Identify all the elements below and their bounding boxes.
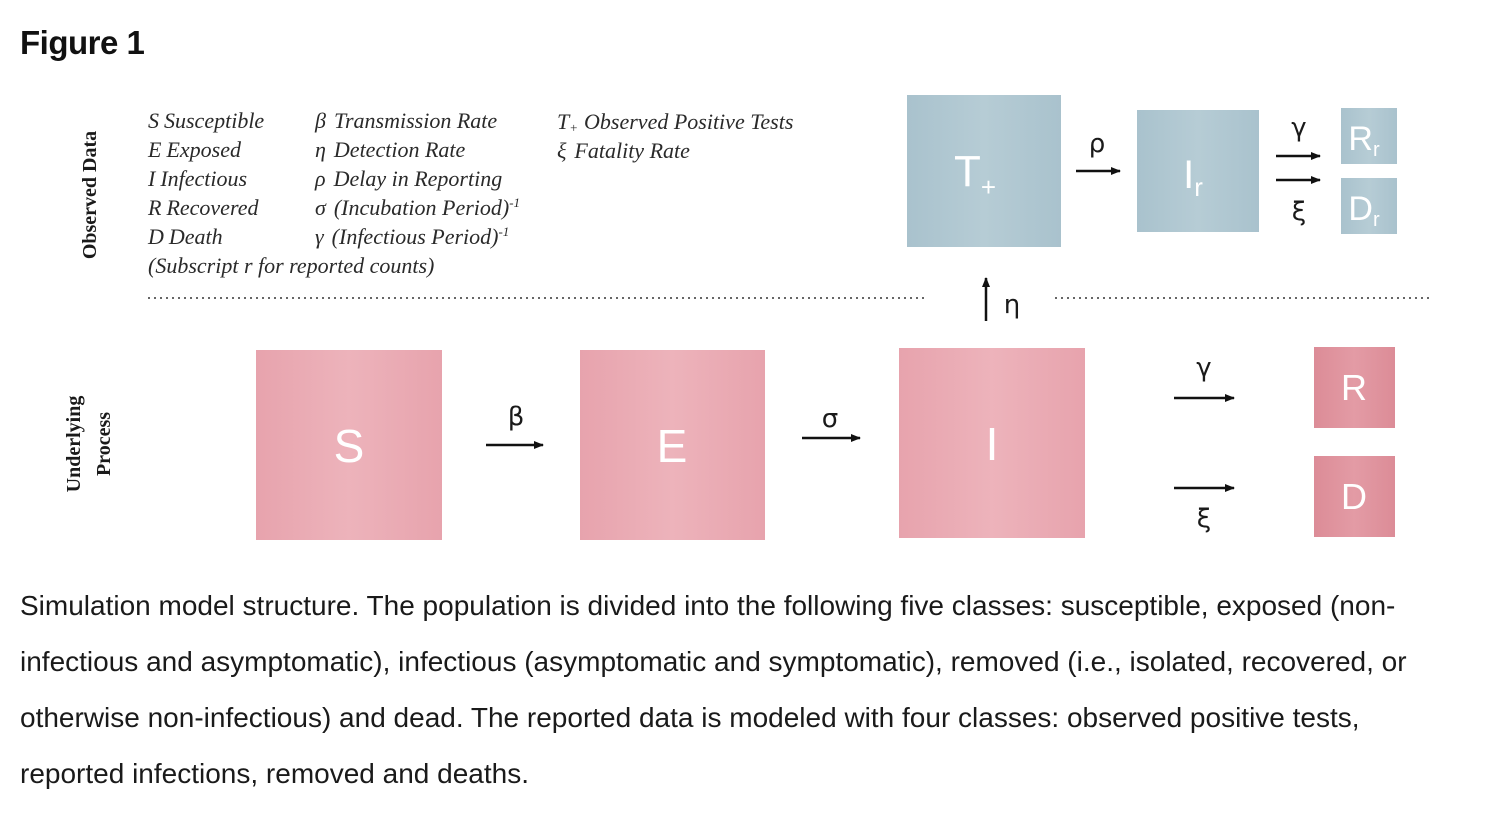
legend-column-observed: T+ Observed Positive Tests ξ Fatality Rate: [557, 109, 793, 163]
svg-text:Rr: Rr: [1348, 120, 1380, 161]
legend-column-parameters: β Transmission Rate η Detection Rate ρ Dela…: [314, 108, 520, 249]
arrow-xi-reported: ξ: [1276, 176, 1321, 227]
arrow-eta: η: [982, 277, 1020, 321]
legend-item-e: E Exposed: [147, 137, 242, 162]
legend-column-classes: S Susceptible E Exposed I Infectious R Recov…: [147, 108, 434, 278]
svg-text:γ: γ: [1291, 113, 1306, 143]
arrow-gamma: γ: [1174, 353, 1235, 402]
legend-item-r: R Recovered: [147, 195, 259, 220]
svg-text:η: η: [1004, 290, 1020, 320]
figure-caption: Simulation model structure. The populati…: [20, 590, 1407, 789]
box-t-plus: T+: [907, 95, 1061, 247]
svg-text:γ: γ: [1196, 353, 1211, 383]
observed-data-label: Observed Data: [79, 131, 101, 259]
legend-item-t-plus: T+ Observed Positive Tests: [557, 109, 793, 135]
box-d-r: Dr: [1341, 178, 1397, 234]
svg-text:ξ: ξ: [1197, 504, 1212, 534]
legend-item-gamma: γ (Infectious Period)-1: [315, 224, 509, 249]
box-d: D: [1314, 456, 1395, 537]
figure-title: Figure 1: [20, 24, 145, 61]
arrow-xi: ξ: [1174, 484, 1235, 534]
underlying-process-label: Underlying Process: [63, 396, 115, 493]
svg-text:S: S: [334, 420, 365, 472]
svg-text:Ir: Ir: [1183, 153, 1203, 202]
svg-text:Process: Process: [93, 412, 115, 476]
svg-text:ρ: ρ: [1089, 129, 1106, 159]
legend-item-sigma: σ (Incubation Period)-1: [315, 195, 520, 220]
svg-text:Dr: Dr: [1348, 190, 1380, 231]
box-s: S: [256, 350, 442, 540]
box-r: R: [1314, 347, 1395, 428]
legend-item-rho: ρ Delay in Reporting: [314, 166, 502, 191]
legend-item-s: S Susceptible: [148, 108, 264, 133]
box-e: E: [580, 350, 765, 540]
legend-item-i: I Infectious: [147, 166, 247, 191]
legend-item-xi: ξ Fatality Rate: [557, 138, 690, 163]
svg-text:E: E: [657, 420, 688, 472]
svg-text:β: β: [508, 402, 525, 432]
legend-item-eta: η Detection Rate: [315, 137, 465, 162]
box-i: I: [899, 348, 1085, 538]
legend-note: (Subscript r for reported counts): [148, 253, 434, 278]
box-i-r: Ir: [1137, 110, 1259, 232]
legend-item-beta: β Transmission Rate: [314, 108, 497, 133]
svg-text:R: R: [1341, 367, 1367, 408]
arrow-beta: β: [486, 402, 544, 449]
arrow-rho: ρ: [1076, 129, 1121, 175]
svg-text:Underlying: Underlying: [63, 396, 85, 493]
box-r-r: Rr: [1341, 108, 1397, 164]
svg-text:ξ: ξ: [1292, 197, 1307, 227]
svg-text:σ: σ: [822, 404, 838, 434]
svg-text:I: I: [986, 418, 999, 470]
svg-text:D: D: [1341, 476, 1367, 517]
svg-text:T+: T+: [954, 147, 996, 202]
arrow-gamma-reported: γ: [1276, 113, 1321, 160]
arrow-sigma: σ: [802, 404, 861, 442]
legend-item-d: D Death: [147, 224, 223, 249]
